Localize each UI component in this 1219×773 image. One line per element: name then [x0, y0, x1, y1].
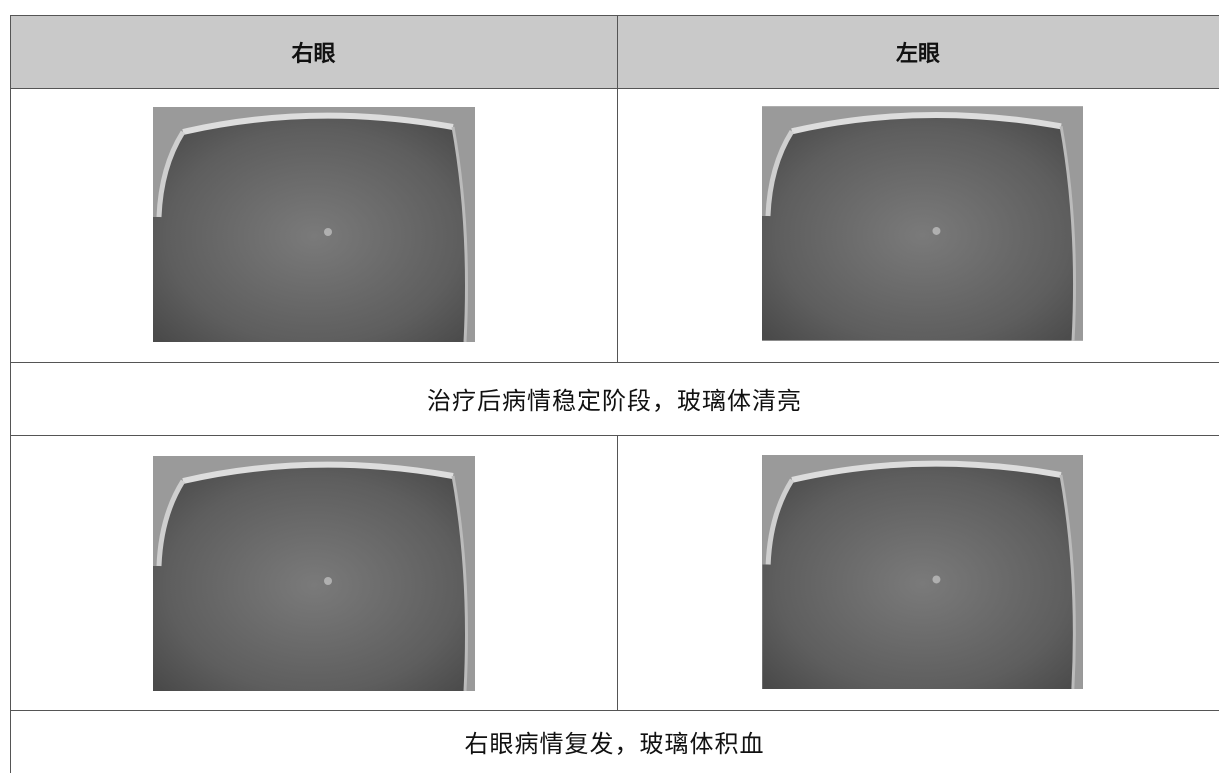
- border: [617, 435, 618, 710]
- border: [10, 88, 1219, 89]
- border: [10, 15, 11, 773]
- border: [10, 435, 1219, 436]
- caption: 右眼病情复发，玻璃体积血: [464, 730, 765, 758]
- caption: 治疗后病情稳定阶段，玻璃体清亮: [427, 387, 802, 415]
- fundus-image: [153, 107, 475, 342]
- border: [10, 362, 1219, 363]
- border: [10, 15, 1219, 16]
- border: [10, 710, 1219, 711]
- fundus-image: [153, 456, 475, 691]
- header-cell: 右眼: [10, 15, 617, 88]
- fundus-image: [762, 106, 1083, 341]
- header-cell: 左眼: [617, 15, 1219, 88]
- fundus-image: [762, 455, 1083, 689]
- border: [617, 15, 618, 362]
